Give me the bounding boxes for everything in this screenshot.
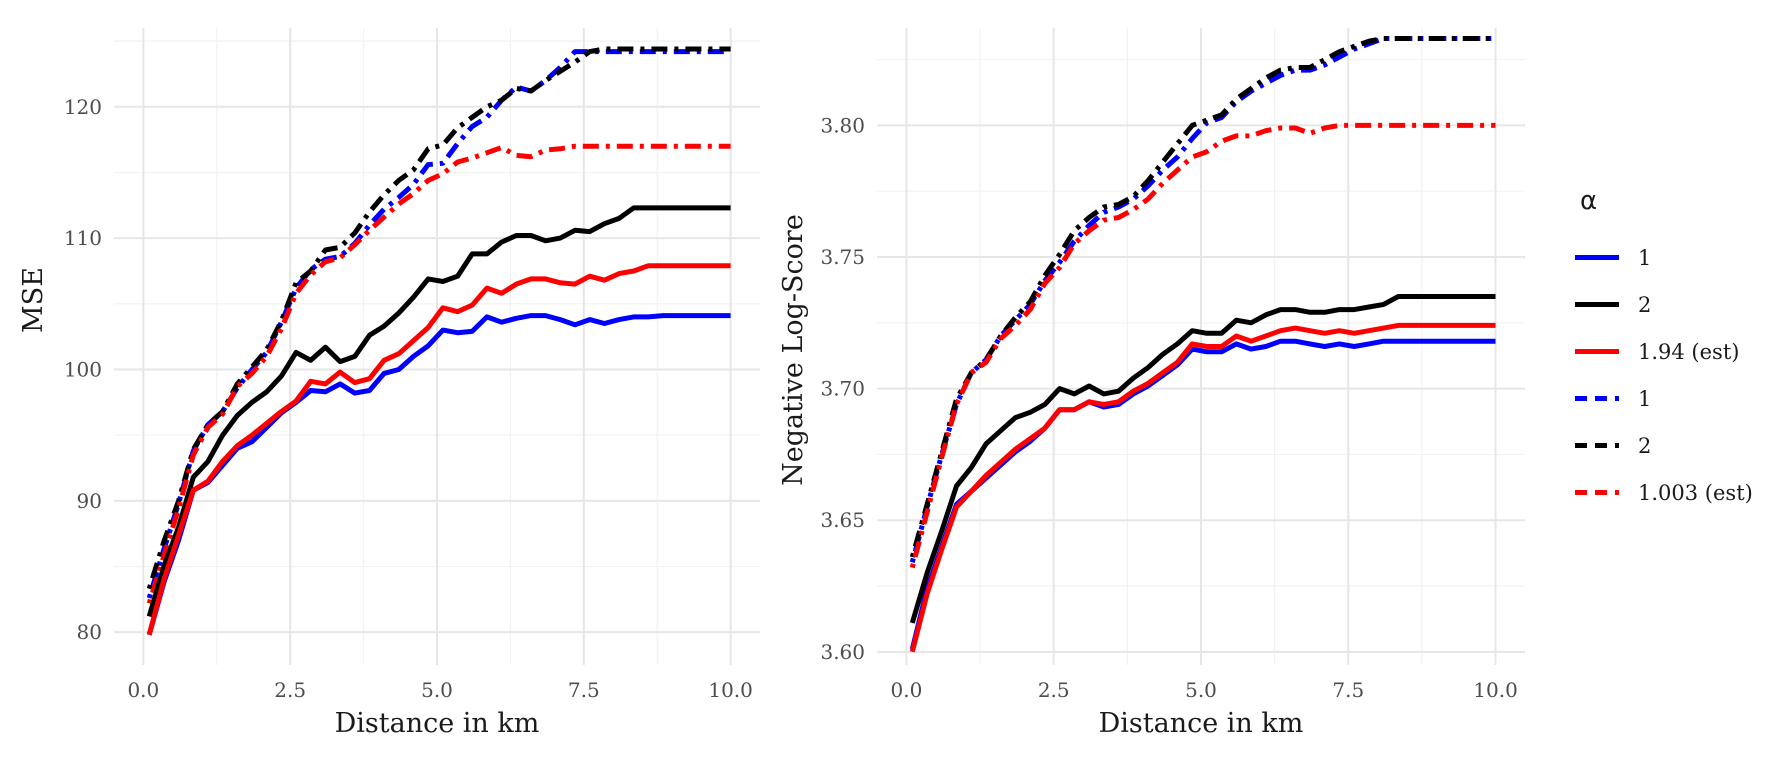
series-line-dotdash-1 bbox=[909, 36, 1496, 563]
y-tick-label: 3.65 bbox=[820, 508, 865, 532]
legend-item: 2 bbox=[1568, 281, 1763, 328]
legend-label: 1 bbox=[1638, 245, 1652, 270]
legend-label: 1.003 (est) bbox=[1638, 480, 1753, 505]
y-tick-label: 3.70 bbox=[820, 377, 865, 401]
legend-label: 2 bbox=[1638, 433, 1652, 458]
series-line-solid-1-94-est- bbox=[146, 263, 731, 636]
series-line-dotdash-1-003-est- bbox=[146, 143, 731, 605]
x-tick-label: 0.0 bbox=[891, 678, 923, 702]
x-axis-label: Distance in km bbox=[1099, 708, 1304, 739]
legend-item: 2 bbox=[1568, 422, 1763, 469]
y-tick-label: 3.75 bbox=[820, 245, 865, 269]
y-axis-label: MSE bbox=[18, 267, 49, 333]
y-tick-label: 3.60 bbox=[820, 640, 865, 664]
legend-title: α bbox=[1580, 186, 1598, 216]
series-line-solid-2 bbox=[146, 205, 731, 618]
legend-item: 1.94 (est) bbox=[1568, 328, 1763, 375]
y-tick-label: 100 bbox=[64, 357, 102, 381]
legend-label: 2 bbox=[1638, 292, 1652, 317]
panel-2: 0.0 2.5 5.0 7.5 10.0 3.60 3.65 3.70 3.75 3.80 Dist… bbox=[778, 28, 1525, 739]
x-tick-label: 2.5 bbox=[274, 678, 306, 702]
x-tick-label: 5.0 bbox=[1185, 678, 1217, 702]
legend-key-swatch bbox=[1575, 396, 1619, 401]
legend: α 1 2 1.94 (est) 1 2 1.003 (est) bbox=[1568, 186, 1763, 516]
x-tick-label: 2.5 bbox=[1038, 678, 1070, 702]
y-tick-label: 110 bbox=[64, 226, 102, 250]
x-tick-label: 5.0 bbox=[421, 678, 453, 702]
series-line-dotdash-2 bbox=[909, 36, 1496, 558]
legend-item: 1 bbox=[1568, 234, 1763, 281]
panel-1: 0.0 2.5 5.0 7.5 10.0 80 90 100 110 120 Distance in… bbox=[18, 28, 760, 739]
legend-key-swatch bbox=[1575, 302, 1619, 307]
series-line-solid-1 bbox=[909, 338, 1496, 650]
x-tick-label: 7.5 bbox=[1332, 678, 1364, 702]
series-line-solid-2 bbox=[909, 294, 1496, 624]
x-tick-label: 7.5 bbox=[568, 678, 600, 702]
y-axis-label: Negative Log-Score bbox=[778, 214, 809, 486]
series-line-dotdash-1-003-est- bbox=[909, 122, 1496, 569]
series-line-solid-1-94-est- bbox=[909, 322, 1496, 653]
legend-label: 1.94 (est) bbox=[1638, 339, 1740, 364]
legend-item: 1 bbox=[1568, 375, 1763, 422]
legend-key-swatch bbox=[1575, 255, 1619, 260]
y-tick-label: 120 bbox=[64, 95, 102, 119]
y-tick-label: 3.80 bbox=[820, 113, 865, 137]
x-axis-label: Distance in km bbox=[335, 708, 540, 739]
y-tick-label: 90 bbox=[77, 489, 102, 513]
legend-key-swatch bbox=[1575, 443, 1619, 448]
legend-key-swatch bbox=[1575, 349, 1619, 354]
series-line-solid-1 bbox=[146, 313, 731, 636]
x-tick-label: 0.0 bbox=[127, 678, 159, 702]
x-tick-label: 10.0 bbox=[708, 678, 753, 702]
x-tick-label: 10.0 bbox=[1473, 678, 1518, 702]
legend-label: 1 bbox=[1638, 386, 1652, 411]
series-line-dotdash-2 bbox=[146, 46, 731, 590]
legend-item: 1.003 (est) bbox=[1568, 469, 1763, 516]
series-line-dotdash-1 bbox=[146, 49, 731, 599]
y-tick-label: 80 bbox=[77, 620, 102, 644]
legend-key-swatch bbox=[1575, 490, 1619, 495]
